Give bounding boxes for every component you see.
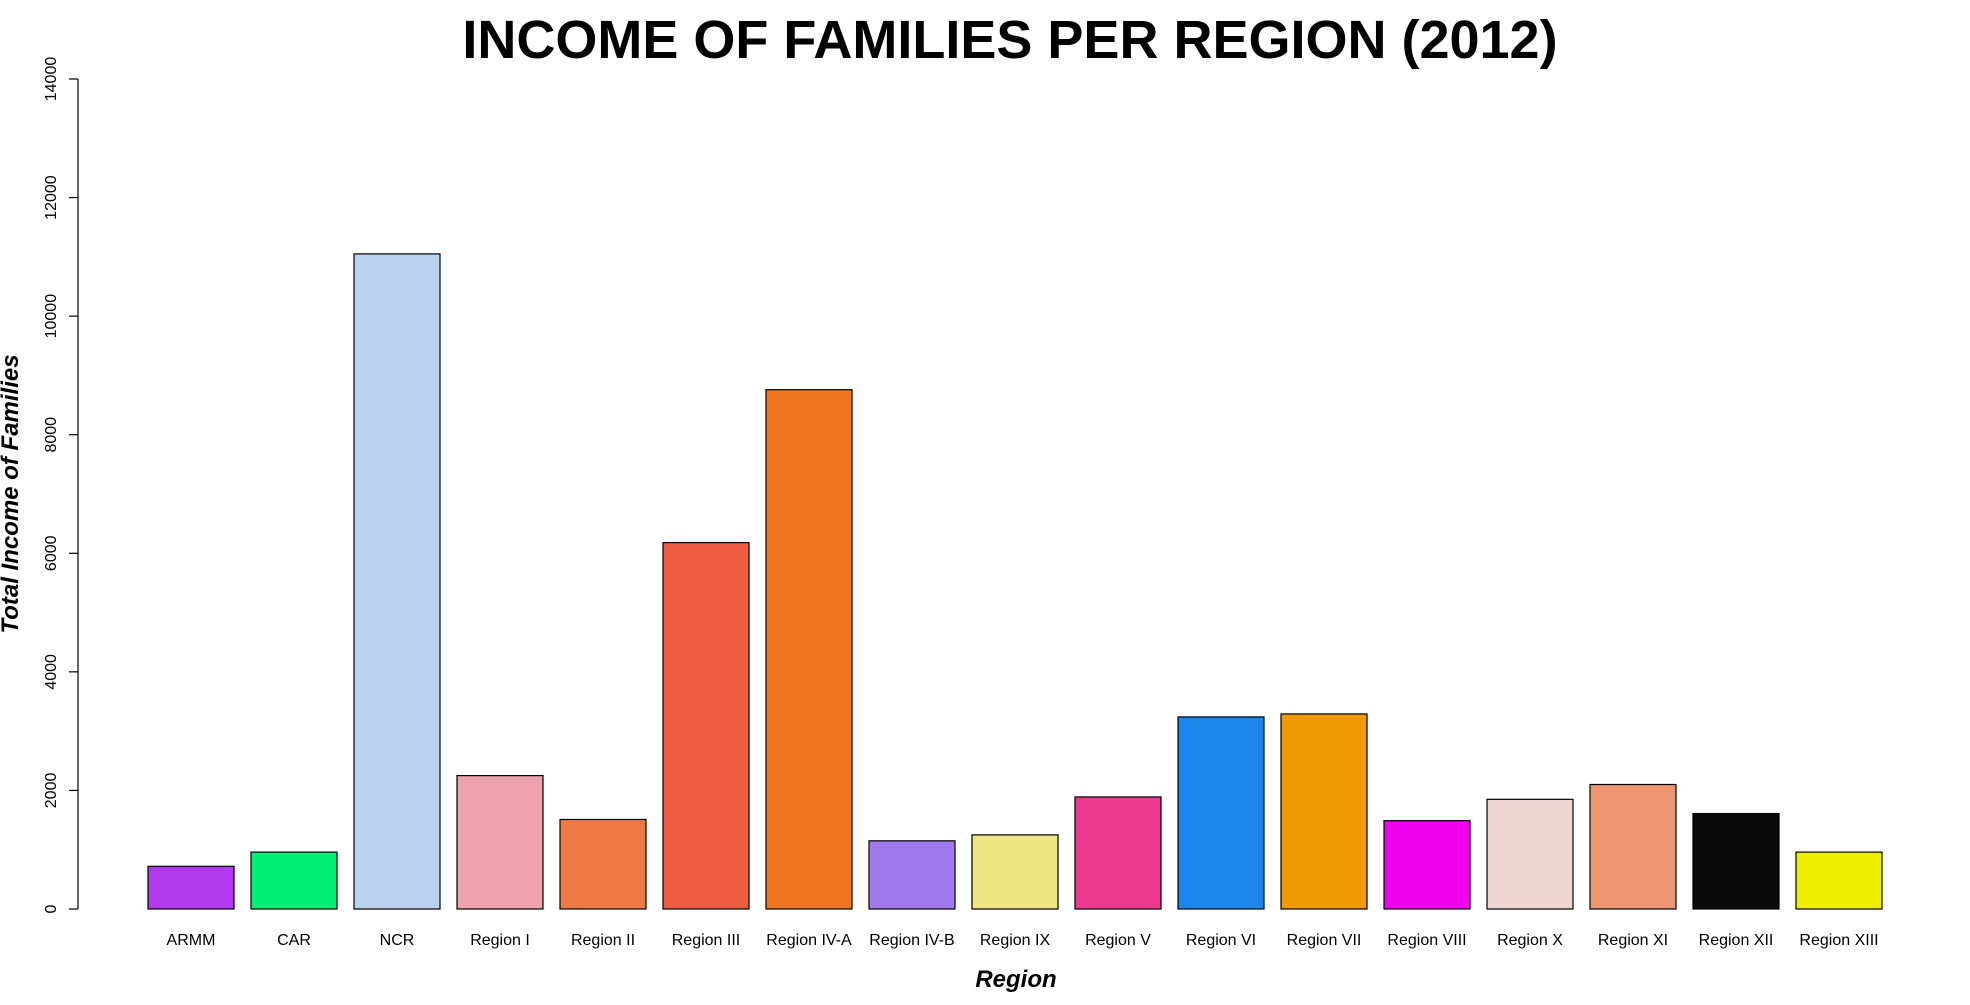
y-axis-ticks: 0 2000 4000 6000 8000 10000 12000 14000 xyxy=(43,57,78,913)
bars xyxy=(147,253,1883,910)
x-tick-label: Region IV-B xyxy=(869,932,954,949)
x-tick-label: Region XII xyxy=(1699,932,1774,949)
y-tick-label: 4000 xyxy=(43,654,60,690)
x-tick-label: Region VII xyxy=(1287,932,1362,949)
x-tick-label: ARMM xyxy=(167,932,216,949)
bar-region-ii xyxy=(559,818,647,910)
bar-car xyxy=(250,851,338,910)
bar-region-x xyxy=(1486,798,1574,910)
x-tick-label: Region V xyxy=(1085,932,1151,949)
x-tick-label: CAR xyxy=(277,932,311,949)
bar-region-v xyxy=(1074,796,1162,910)
chart-title: INCOME OF FAMILIES PER REGION (2012) xyxy=(462,10,1557,70)
x-tick-label: Region X xyxy=(1497,932,1563,949)
y-tick-label: 14000 xyxy=(43,57,60,102)
y-tick-label: 10000 xyxy=(43,294,60,339)
x-tick-label: Region II xyxy=(571,932,635,949)
bar-region-iii xyxy=(662,542,750,910)
x-axis-title: Region xyxy=(975,966,1056,993)
bar-armm xyxy=(147,865,235,910)
y-tick-label: 8000 xyxy=(43,417,60,453)
bar-region-ix xyxy=(971,834,1059,910)
bar-region-vi xyxy=(1177,716,1265,910)
x-tick-label: Region IV-A xyxy=(766,932,852,949)
x-axis-labels: ARMM CAR NCR Region I Region II Region III Reg… xyxy=(167,932,1879,949)
x-tick-label: Region IX xyxy=(980,932,1051,949)
bar-region-i xyxy=(456,775,544,910)
bar-region-xii xyxy=(1692,812,1780,910)
bar-region-iv-b xyxy=(868,840,956,910)
x-tick-label: Region XIII xyxy=(1799,932,1878,949)
x-tick-label: Region VI xyxy=(1186,932,1256,949)
x-tick-label: Region III xyxy=(672,932,740,949)
bar-region-xi xyxy=(1589,783,1677,910)
x-tick-label: NCR xyxy=(380,932,415,949)
y-tick-label: 0 xyxy=(43,904,60,913)
y-tick-label: 6000 xyxy=(43,535,60,571)
y-axis-title: Total Income of Families xyxy=(0,354,24,633)
bar-region-xiii xyxy=(1795,851,1883,910)
bar-ncr xyxy=(353,253,441,910)
x-tick-label: Region XI xyxy=(1598,932,1668,949)
bar-region-viii xyxy=(1383,820,1471,910)
bar-region-vii xyxy=(1280,713,1368,910)
y-tick-label: 2000 xyxy=(43,773,60,809)
x-tick-label: Region I xyxy=(470,932,530,949)
bar-region-iv-a xyxy=(765,389,853,910)
y-tick-label: 12000 xyxy=(43,175,60,220)
x-tick-label: Region VIII xyxy=(1387,932,1466,949)
